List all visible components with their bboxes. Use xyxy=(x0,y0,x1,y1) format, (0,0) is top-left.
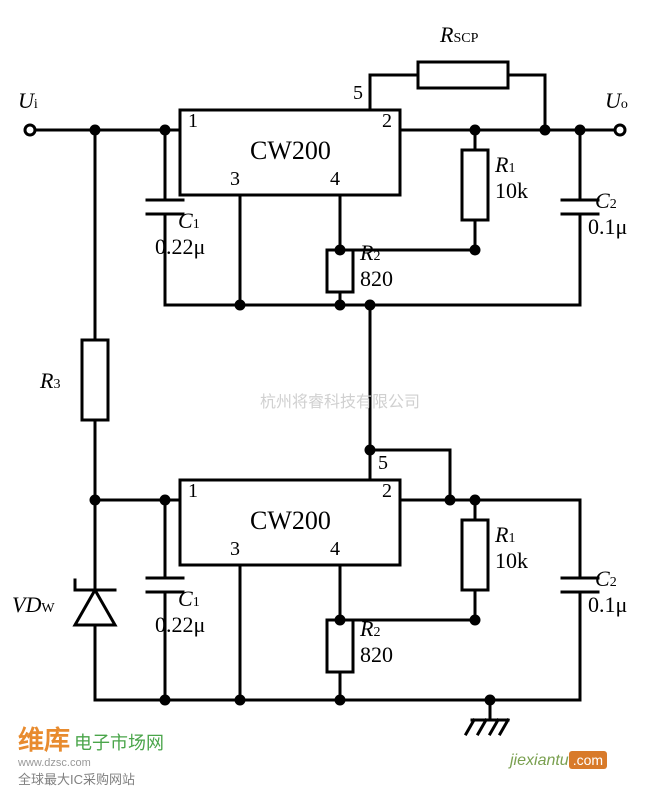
label-R1-bot: R1 xyxy=(495,522,515,548)
value-R1-bot: 10k xyxy=(495,548,528,574)
label-C2-bot: C2 xyxy=(595,566,617,592)
value-R1-top: 10k xyxy=(495,178,528,204)
watermark-site1: 维库 电子市场网 www.dzsc.com 全球最大IC采购网站 xyxy=(18,720,164,788)
value-C1-bot: 0.22μ xyxy=(155,612,205,638)
label-C1-bot: C1 xyxy=(178,586,200,612)
label-C2-top: C2 xyxy=(595,188,617,214)
value-C2-top: 0.1μ xyxy=(588,214,627,240)
label-R3: R3 xyxy=(40,368,60,394)
label-VDw: VDW xyxy=(12,592,55,618)
ic1-pin4: 4 xyxy=(330,168,340,191)
label-R2-top: R2 xyxy=(360,240,380,266)
ic1-pin2: 2 xyxy=(382,110,392,133)
label-R2-bot: R2 xyxy=(360,616,380,642)
ic2-pin3: 3 xyxy=(230,538,240,561)
value-C1-top: 0.22μ xyxy=(155,234,205,260)
watermark-site2: jiexiantu.com xyxy=(510,752,607,770)
ic1-pin5: 5 xyxy=(353,82,363,105)
label-Rscp: RSCP xyxy=(440,22,478,48)
ic2-pin1: 1 xyxy=(188,480,198,503)
ic2-pin5: 5 xyxy=(378,452,388,475)
ic2-pin4: 4 xyxy=(330,538,340,561)
ic2-name: CW200 xyxy=(250,506,331,536)
label-R1-top: R1 xyxy=(495,152,515,178)
ic1-pin3: 3 xyxy=(230,168,240,191)
terminal-Ui: Ui xyxy=(18,88,38,114)
watermark-center: 杭州将睿科技有限公司 xyxy=(260,388,420,412)
label-C1-top: C1 xyxy=(178,208,200,234)
ic1-name: CW200 xyxy=(250,136,331,166)
ic1-pin1: 1 xyxy=(188,110,198,133)
ic2-pin2: 2 xyxy=(382,480,392,503)
terminal-Uo: Uo xyxy=(605,88,628,114)
value-R2-top: 820 xyxy=(360,266,393,292)
value-C2-bot: 0.1μ xyxy=(588,592,627,618)
value-R2-bot: 820 xyxy=(360,642,393,668)
